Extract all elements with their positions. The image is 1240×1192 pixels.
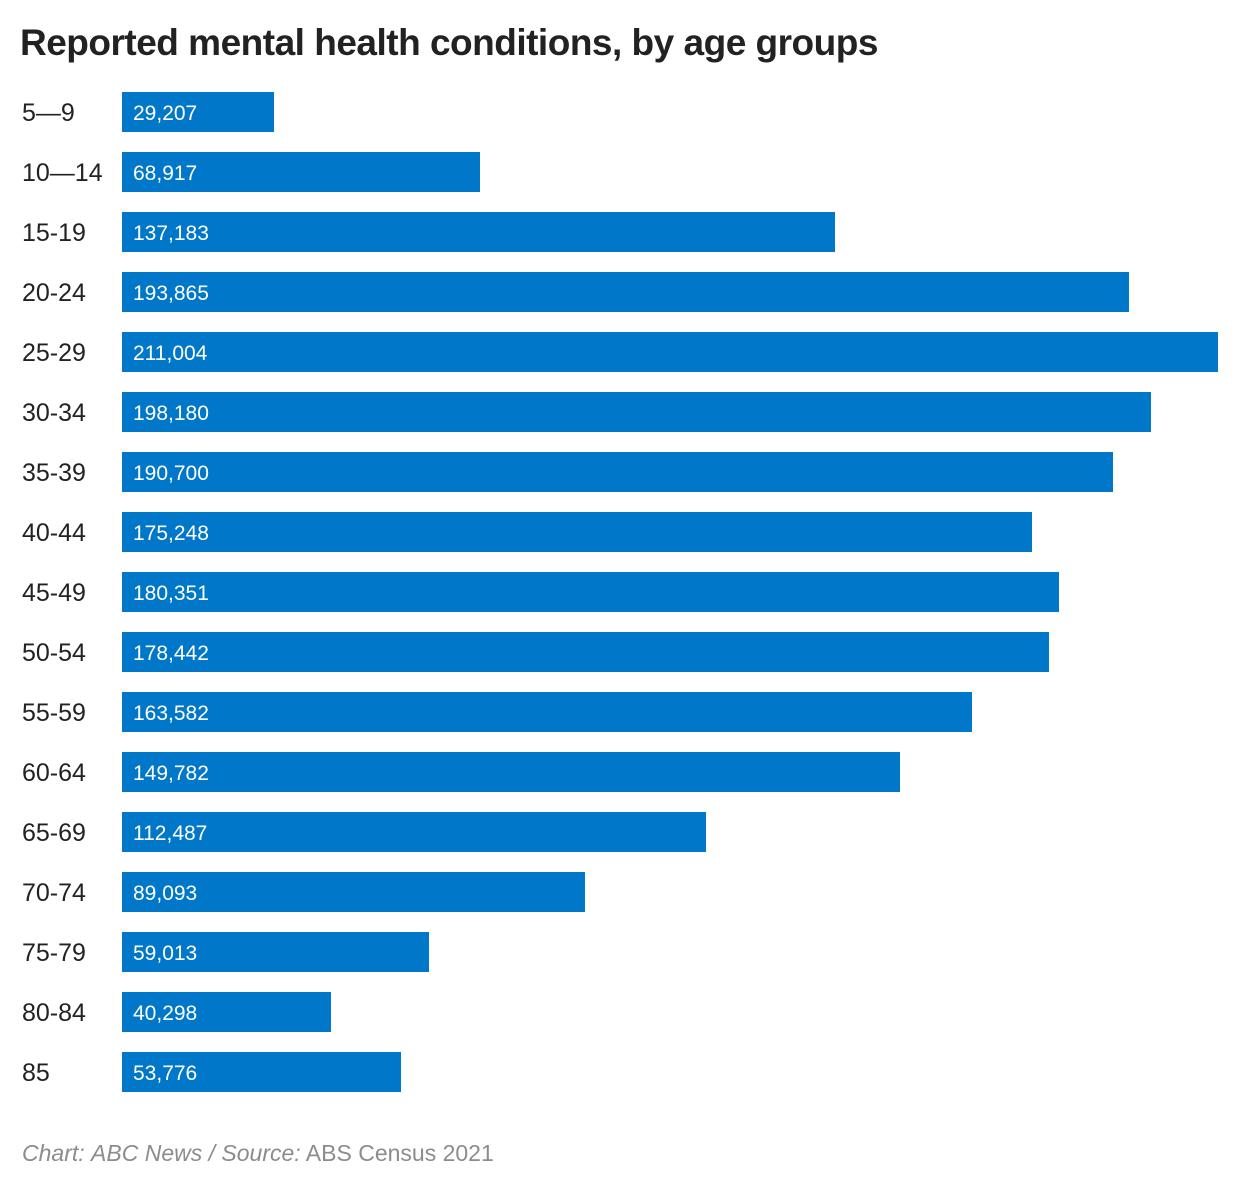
category-label: 50-54 bbox=[22, 639, 86, 667]
source-credit: ABS Census 2021 bbox=[305, 1140, 494, 1166]
category-label: 45-49 bbox=[22, 579, 86, 607]
category-label: 35-39 bbox=[22, 459, 86, 487]
bar bbox=[122, 752, 900, 792]
chart-credit: ABC News / bbox=[91, 1140, 216, 1166]
bar-value-label: 89,093 bbox=[133, 882, 197, 905]
bar bbox=[122, 632, 1049, 672]
bar-value-label: 180,351 bbox=[133, 582, 209, 605]
category-label: 65-69 bbox=[22, 819, 86, 847]
bar bbox=[122, 992, 331, 1032]
category-label: 85 bbox=[22, 1059, 50, 1087]
bar bbox=[122, 692, 972, 732]
bar-value-label: 137,183 bbox=[133, 222, 209, 245]
bar bbox=[122, 932, 429, 972]
bar bbox=[122, 1052, 401, 1092]
category-label: 60-64 bbox=[22, 759, 86, 787]
bar-value-label: 40,298 bbox=[133, 1002, 197, 1025]
bar-value-label: 175,248 bbox=[133, 522, 209, 545]
bar-chart: 5—9 29,207 10—14 68,917 15-19 137,183 20-24 193… bbox=[22, 92, 1218, 1092]
bar bbox=[122, 872, 585, 912]
category-label: 25-29 bbox=[22, 339, 86, 367]
category-label: 70-74 bbox=[22, 879, 86, 907]
bar-value-label: 29,207 bbox=[133, 102, 197, 125]
chart-footer: Chart: ABC News / Source: ABS Census 202… bbox=[22, 1140, 494, 1167]
bar bbox=[122, 572, 1059, 612]
chart-title: Reported mental health conditions, by ag… bbox=[20, 22, 878, 63]
category-label: 5—9 bbox=[22, 99, 75, 127]
bar-value-label: 198,180 bbox=[133, 402, 209, 425]
bar bbox=[122, 272, 1129, 312]
bar-value-label: 68,917 bbox=[133, 162, 197, 185]
bar-value-label: 112,487 bbox=[133, 822, 207, 845]
chart-credit-prefix: Chart: bbox=[22, 1140, 85, 1166]
category-label: 80-84 bbox=[22, 999, 86, 1027]
category-label: 40-44 bbox=[22, 519, 86, 547]
bar-value-label: 163,582 bbox=[133, 702, 209, 725]
category-label: 20-24 bbox=[22, 279, 86, 307]
category-label: 15-19 bbox=[22, 219, 86, 247]
bar bbox=[122, 452, 1113, 492]
category-label: 30-34 bbox=[22, 399, 86, 427]
bar-value-label: 149,782 bbox=[133, 762, 209, 785]
bar bbox=[122, 332, 1218, 372]
bar bbox=[122, 512, 1032, 552]
bar-value-label: 190,700 bbox=[133, 462, 209, 485]
bar bbox=[122, 212, 835, 252]
category-label: 10—14 bbox=[22, 159, 103, 187]
category-label: 75-79 bbox=[22, 939, 86, 967]
bar bbox=[122, 392, 1151, 432]
source-prefix: Source: bbox=[221, 1140, 301, 1166]
bar-value-label: 211,004 bbox=[133, 342, 208, 365]
bar bbox=[122, 92, 274, 132]
bar-value-label: 193,865 bbox=[133, 282, 209, 305]
bar bbox=[122, 152, 480, 192]
bar-value-label: 178,442 bbox=[133, 642, 209, 665]
category-label: 55-59 bbox=[22, 699, 86, 727]
bar-value-label: 53,776 bbox=[133, 1062, 197, 1085]
bar bbox=[122, 812, 706, 852]
bar-value-label: 59,013 bbox=[133, 942, 197, 965]
